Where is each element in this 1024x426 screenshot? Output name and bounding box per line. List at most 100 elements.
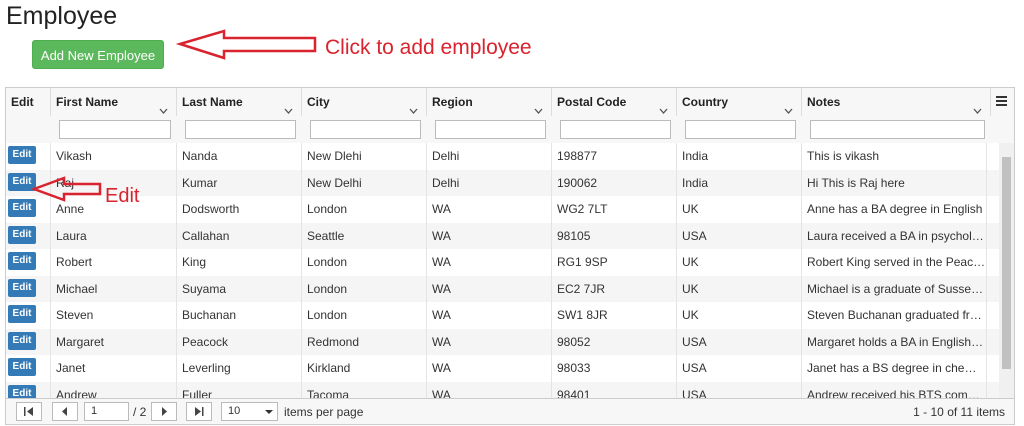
pager-icon [24,407,33,416]
cell: Tacoma [302,381,427,398]
cell: Margaret holds a BA in English literatur… [802,328,987,355]
cell: Edit [6,222,51,249]
pager-icon [62,407,67,416]
column-label: Notes [807,95,841,109]
grid-row: Edit Anne Dodsworth London WA WG2 7LT UK Anne h… [6,196,999,223]
grid-row: Edit Raj Kumar New Delhi Delhi 190062 India Hi … [6,169,999,196]
filter-input[interactable] [435,120,546,139]
edit-button[interactable]: Edit [8,384,36,398]
cell: Michael [51,275,177,302]
total-pages: / 2 [133,405,147,419]
cell: Callahan [177,222,302,249]
cell: London [302,196,427,223]
cell: Margaret [51,328,177,355]
cell: Edit [6,302,51,329]
column-label: Last Name [182,95,243,109]
edit-button[interactable]: Edit [8,252,36,270]
edit-button[interactable]: Edit [8,172,36,191]
sort-icon [659,108,668,114]
filter-input[interactable] [685,120,796,139]
sort-icon [284,108,293,114]
cell: Kirkland [302,355,427,382]
grid-row: Edit Vikash Nanda New Dlehi Delhi 198877 India… [6,143,999,170]
filter-input[interactable] [810,120,985,139]
edit-button[interactable]: Edit [8,331,36,350]
pager-button[interactable] [151,402,177,421]
column-label: First Name [56,95,119,109]
dropdown-icon [265,410,273,414]
column-label: Region [432,95,473,109]
page-title: Employee [6,2,118,30]
pager-button[interactable] [186,402,212,421]
column-header[interactable]: First Name [51,88,177,116]
column-menu[interactable] [991,88,1014,116]
cell: WG2 7LT [552,196,677,223]
column-label: City [307,95,330,109]
cell: 190062 [552,169,677,196]
cell: WA [427,196,552,223]
cell: USA [677,222,802,249]
cell: UK [677,196,802,223]
edit-button[interactable]: Edit [8,305,36,323]
page-size-select[interactable]: 10 [221,402,278,421]
cell: Laura received a BA in psychology [802,222,987,249]
cell: UK [677,302,802,329]
cell: UK [677,249,802,276]
edit-button[interactable]: Edit [8,358,36,376]
column-header[interactable]: Notes [802,88,991,116]
cell: 98033 [552,355,677,382]
filter-input[interactable] [59,120,171,139]
cell: Edit [6,169,51,196]
column-label: Edit [11,95,34,109]
grid-row: Edit Margaret Peacock Redmond WA 98052 USA Marg… [6,328,999,355]
filter-input[interactable] [310,120,421,139]
column-header[interactable]: Postal Code [552,88,677,116]
cell: Edit [6,249,51,276]
cell: Hi This is Raj here [802,169,987,196]
column-header[interactable]: Region [427,88,552,116]
pager: 1 / 2 10 items per page 1 - 10 of 11 items [6,398,1014,424]
cell: Seattle [302,222,427,249]
cell: 98105 [552,222,677,249]
column-header[interactable]: Country [677,88,802,116]
cell: Dodsworth [177,196,302,223]
cell: Janet [51,355,177,382]
grid-row: Edit Steven Buchanan London WA SW1 8JR UK Steve… [6,302,999,329]
cell: Steven Buchanan graduated from St. Andre… [802,302,987,329]
filter-input[interactable] [185,120,296,139]
edit-button[interactable]: Edit [8,199,36,217]
cell: Edit [6,143,51,170]
cell: WA [427,381,552,398]
pager-button[interactable] [52,402,78,421]
column-header[interactable]: City [302,88,427,116]
scroll-thumb[interactable] [1002,157,1011,369]
pager-button[interactable] [16,402,42,421]
cell: WA [427,302,552,329]
sort-icon [159,108,168,114]
edit-button[interactable]: Edit [8,146,36,164]
edit-button[interactable]: Edit [8,225,36,244]
sort-icon [409,108,418,114]
cell: London [302,302,427,329]
add-button[interactable]: Add New Employee [32,40,164,69]
cell: WA [427,222,552,249]
edit-button[interactable]: Edit [8,278,36,297]
cell: Andrew [51,381,177,398]
page-input[interactable]: 1 [84,402,129,421]
pager-summary: 1 - 10 of 11 items [913,405,1005,419]
column-header[interactable]: Last Name [177,88,302,116]
annotation: Click to add employee [325,36,532,59]
cell: This is vikash [802,143,987,170]
cell: Leverling [177,355,302,382]
filter-input[interactable] [560,120,671,139]
column-label: Postal Code [557,95,627,109]
cell: Nanda [177,143,302,170]
cell: SW1 8JR [552,302,677,329]
cell: Anne has a BA degree in English [802,196,987,223]
cell: USA [677,381,802,398]
scrollbar[interactable] [999,143,1014,398]
cell: USA [677,355,802,382]
filter-row [6,116,1014,144]
cell: King [177,249,302,276]
